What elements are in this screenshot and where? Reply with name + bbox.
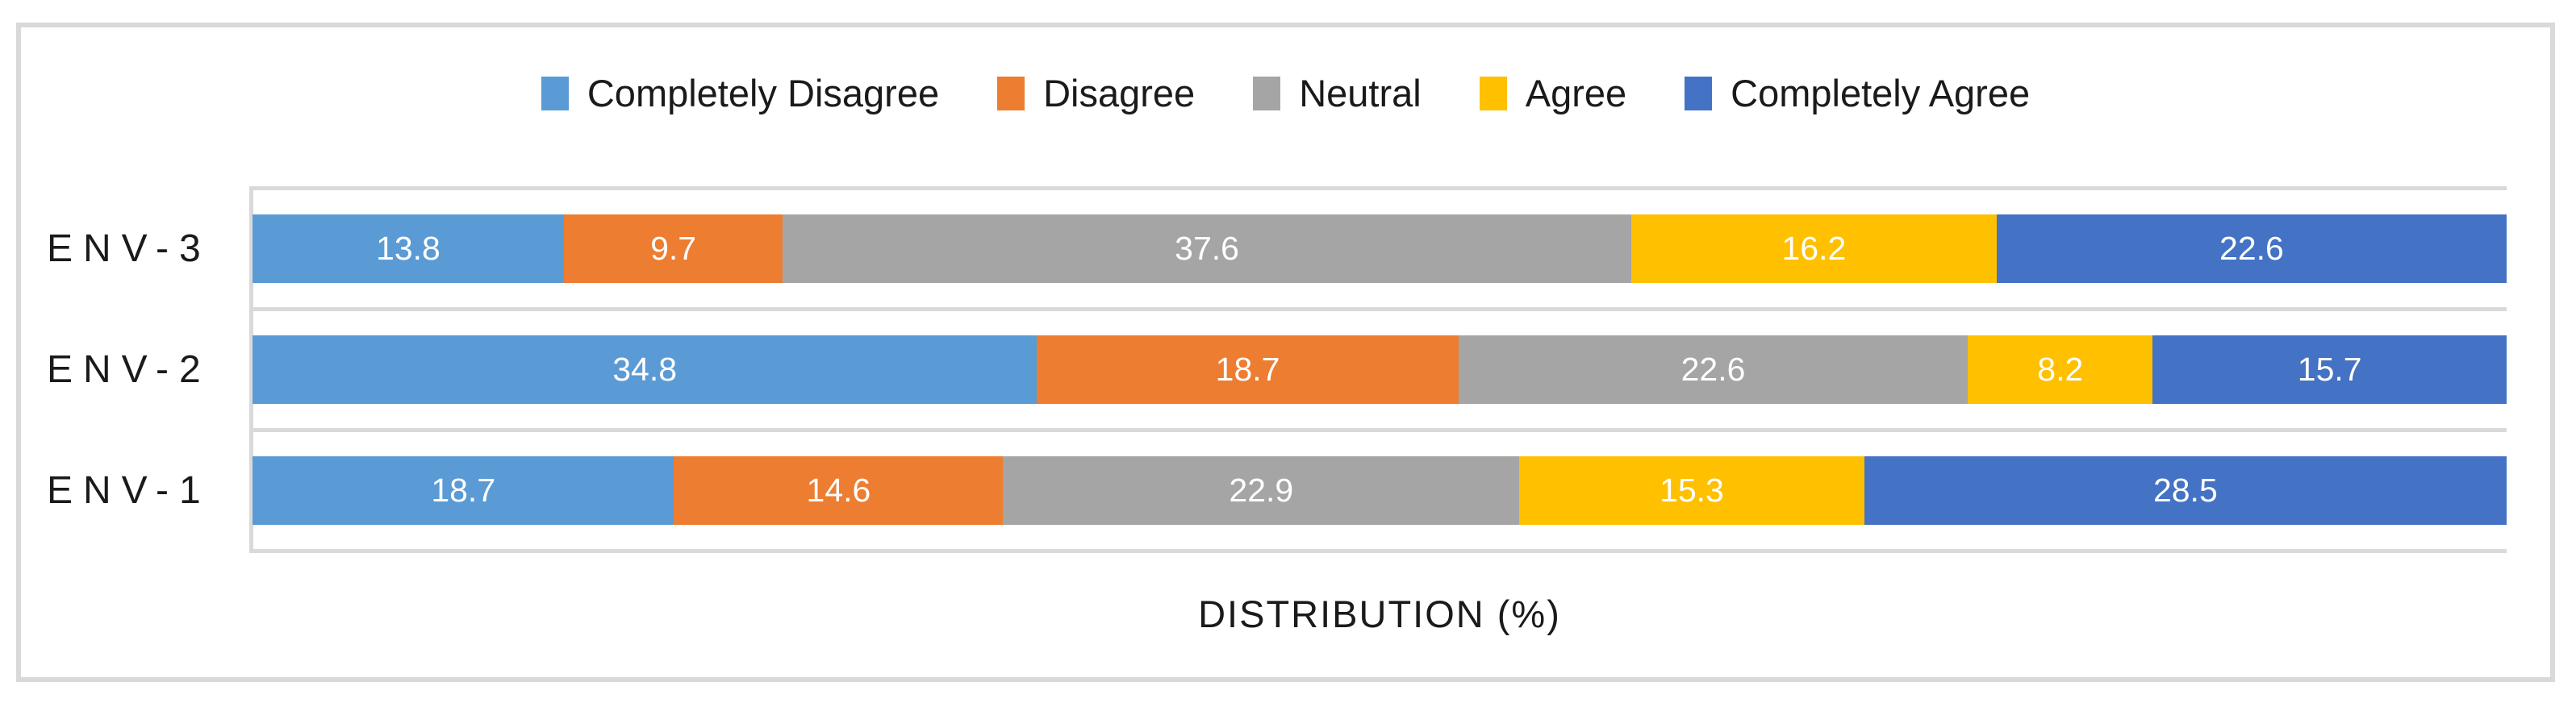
bar-segment-neutral: 22.9 (1003, 456, 1520, 525)
bar-segment-disagree: 18.7 (1037, 335, 1459, 404)
data-label: 13.8 (376, 230, 440, 267)
bar-segment-completely-agree: 28.5 (1864, 456, 2507, 525)
legend-item-completely-agree: Completely Agree (1685, 74, 2030, 112)
bar-row-env-3: 13.8 9.7 37.6 16.2 22.6 (253, 188, 2507, 309)
data-label: 18.7 (431, 472, 496, 509)
bar-row-env-2: 34.8 18.7 22.6 8.2 15.7 (253, 309, 2507, 430)
bar-row-env-1: 18.7 14.6 22.9 15.3 28.5 (253, 430, 2507, 551)
legend-swatch-icon (1253, 76, 1281, 110)
data-label: 28.5 (2152, 472, 2218, 509)
stacked-bar-env-1: 18.7 14.6 22.9 15.3 28.5 (253, 456, 2507, 525)
x-axis-title: DISTRIBUTION (%) (1198, 593, 1561, 635)
chart-legend: Completely Disagree Disagree Neutral Agr… (21, 74, 2550, 112)
bar-segment-neutral: 37.6 (783, 214, 1631, 283)
category-axis-line (249, 186, 253, 553)
legend-label: Agree (1525, 72, 1627, 114)
data-label: 37.6 (1175, 230, 1239, 267)
bar-segment-completely-agree: 15.7 (2152, 335, 2507, 404)
data-label: 22.6 (2219, 230, 2284, 267)
stacked-bar-env-3: 13.8 9.7 37.6 16.2 22.6 (253, 214, 2507, 283)
data-label: 15.3 (1660, 472, 1724, 509)
legend-label: Disagree (1043, 72, 1196, 114)
bar-segment-agree: 16.2 (1630, 214, 1997, 283)
gridline (253, 186, 2507, 190)
legend-item-agree: Agree (1479, 72, 1627, 114)
bar-segment-completely-disagree: 13.8 (253, 214, 564, 283)
stacked-bar-env-2: 34.8 18.7 22.6 8.2 15.7 (253, 335, 2507, 404)
legend-item-completely-disagree: Completely Disagree (541, 74, 939, 112)
category-label-env-2: ENV-2 (47, 347, 211, 391)
legend-swatch-icon (997, 76, 1025, 110)
bar-segment-agree: 15.3 (1519, 456, 1864, 525)
gridline (253, 428, 2507, 432)
data-label: 14.6 (806, 472, 871, 509)
data-label: 15.7 (2297, 351, 2362, 388)
legend-swatch-icon (1685, 76, 1713, 110)
category-label-env-3: ENV-3 (47, 227, 211, 270)
data-label: 22.6 (1680, 351, 1746, 388)
plot-area: 13.8 9.7 37.6 16.2 22.6 (249, 186, 2507, 553)
legend-label: Completely Agree (1731, 72, 2031, 114)
bar-segment-agree: 8.2 (1968, 335, 2153, 404)
category-label-env-1: ENV-1 (47, 468, 211, 512)
data-label: 9.7 (650, 230, 697, 267)
bar-segment-completely-disagree: 18.7 (253, 456, 674, 525)
legend-item-neutral: Neutral (1253, 74, 1422, 112)
data-label: 8.2 (2037, 351, 2084, 388)
gridline (253, 307, 2507, 311)
legend-label: Neutral (1299, 72, 1422, 114)
data-label: 34.8 (612, 351, 678, 388)
bar-segment-disagree: 14.6 (674, 456, 1004, 525)
bar-segment-disagree: 9.7 (563, 214, 783, 283)
data-label: 16.2 (1781, 230, 1847, 267)
data-label: 22.9 (1229, 472, 1294, 509)
data-label: 18.7 (1215, 351, 1280, 388)
bar-segment-completely-agree: 22.6 (1996, 214, 2507, 283)
gridline (253, 549, 2507, 553)
bar-segment-completely-disagree: 34.8 (253, 335, 1037, 404)
legend-swatch-icon (1479, 76, 1507, 110)
legend-label: Completely Disagree (587, 72, 940, 114)
bar-segment-neutral: 22.6 (1458, 335, 1969, 404)
legend-swatch-icon (541, 76, 569, 110)
legend-item-disagree: Disagree (997, 74, 1195, 112)
chart-frame: Completely Disagree Disagree Neutral Agr… (16, 23, 2555, 682)
